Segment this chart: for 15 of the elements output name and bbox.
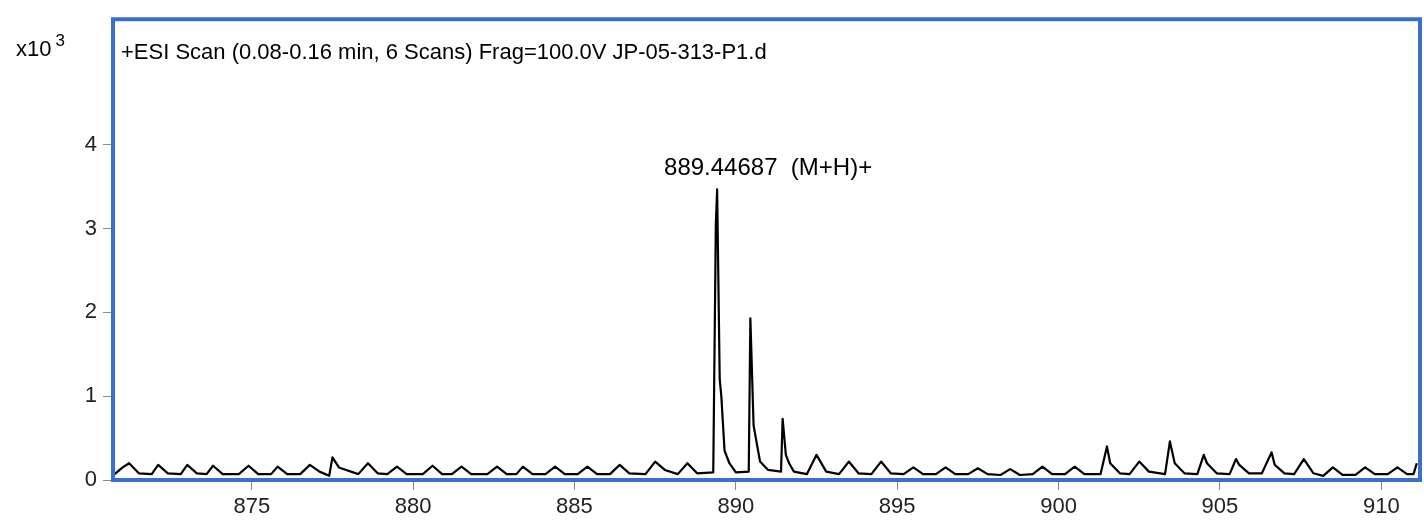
y-tick-label: 0 [84,466,97,492]
x-tick-label: 895 [878,493,916,519]
y-tick-label: 1 [84,382,97,408]
x-tick-label: 910 [1362,493,1400,519]
text: +ESI Scan (0.08-0.16 min, 6 Scans) Frag=100.0V JP-05-313-P1.d [121,39,767,65]
x-tick-label: 905 [1201,493,1239,519]
x-tick-label: 885 [556,493,593,519]
y-tick-label: 2 [84,298,97,324]
x-tick-label: 900 [1040,493,1077,519]
y-tick-label: 3 [84,214,97,240]
y-tick-label: 4 [84,130,97,156]
x-tick-label: 880 [394,493,432,519]
x-tick-label: 875 [233,493,271,519]
annotation: 889.44687 (M+H)+ [664,153,873,181]
x-tick-label: 890 [717,493,755,519]
